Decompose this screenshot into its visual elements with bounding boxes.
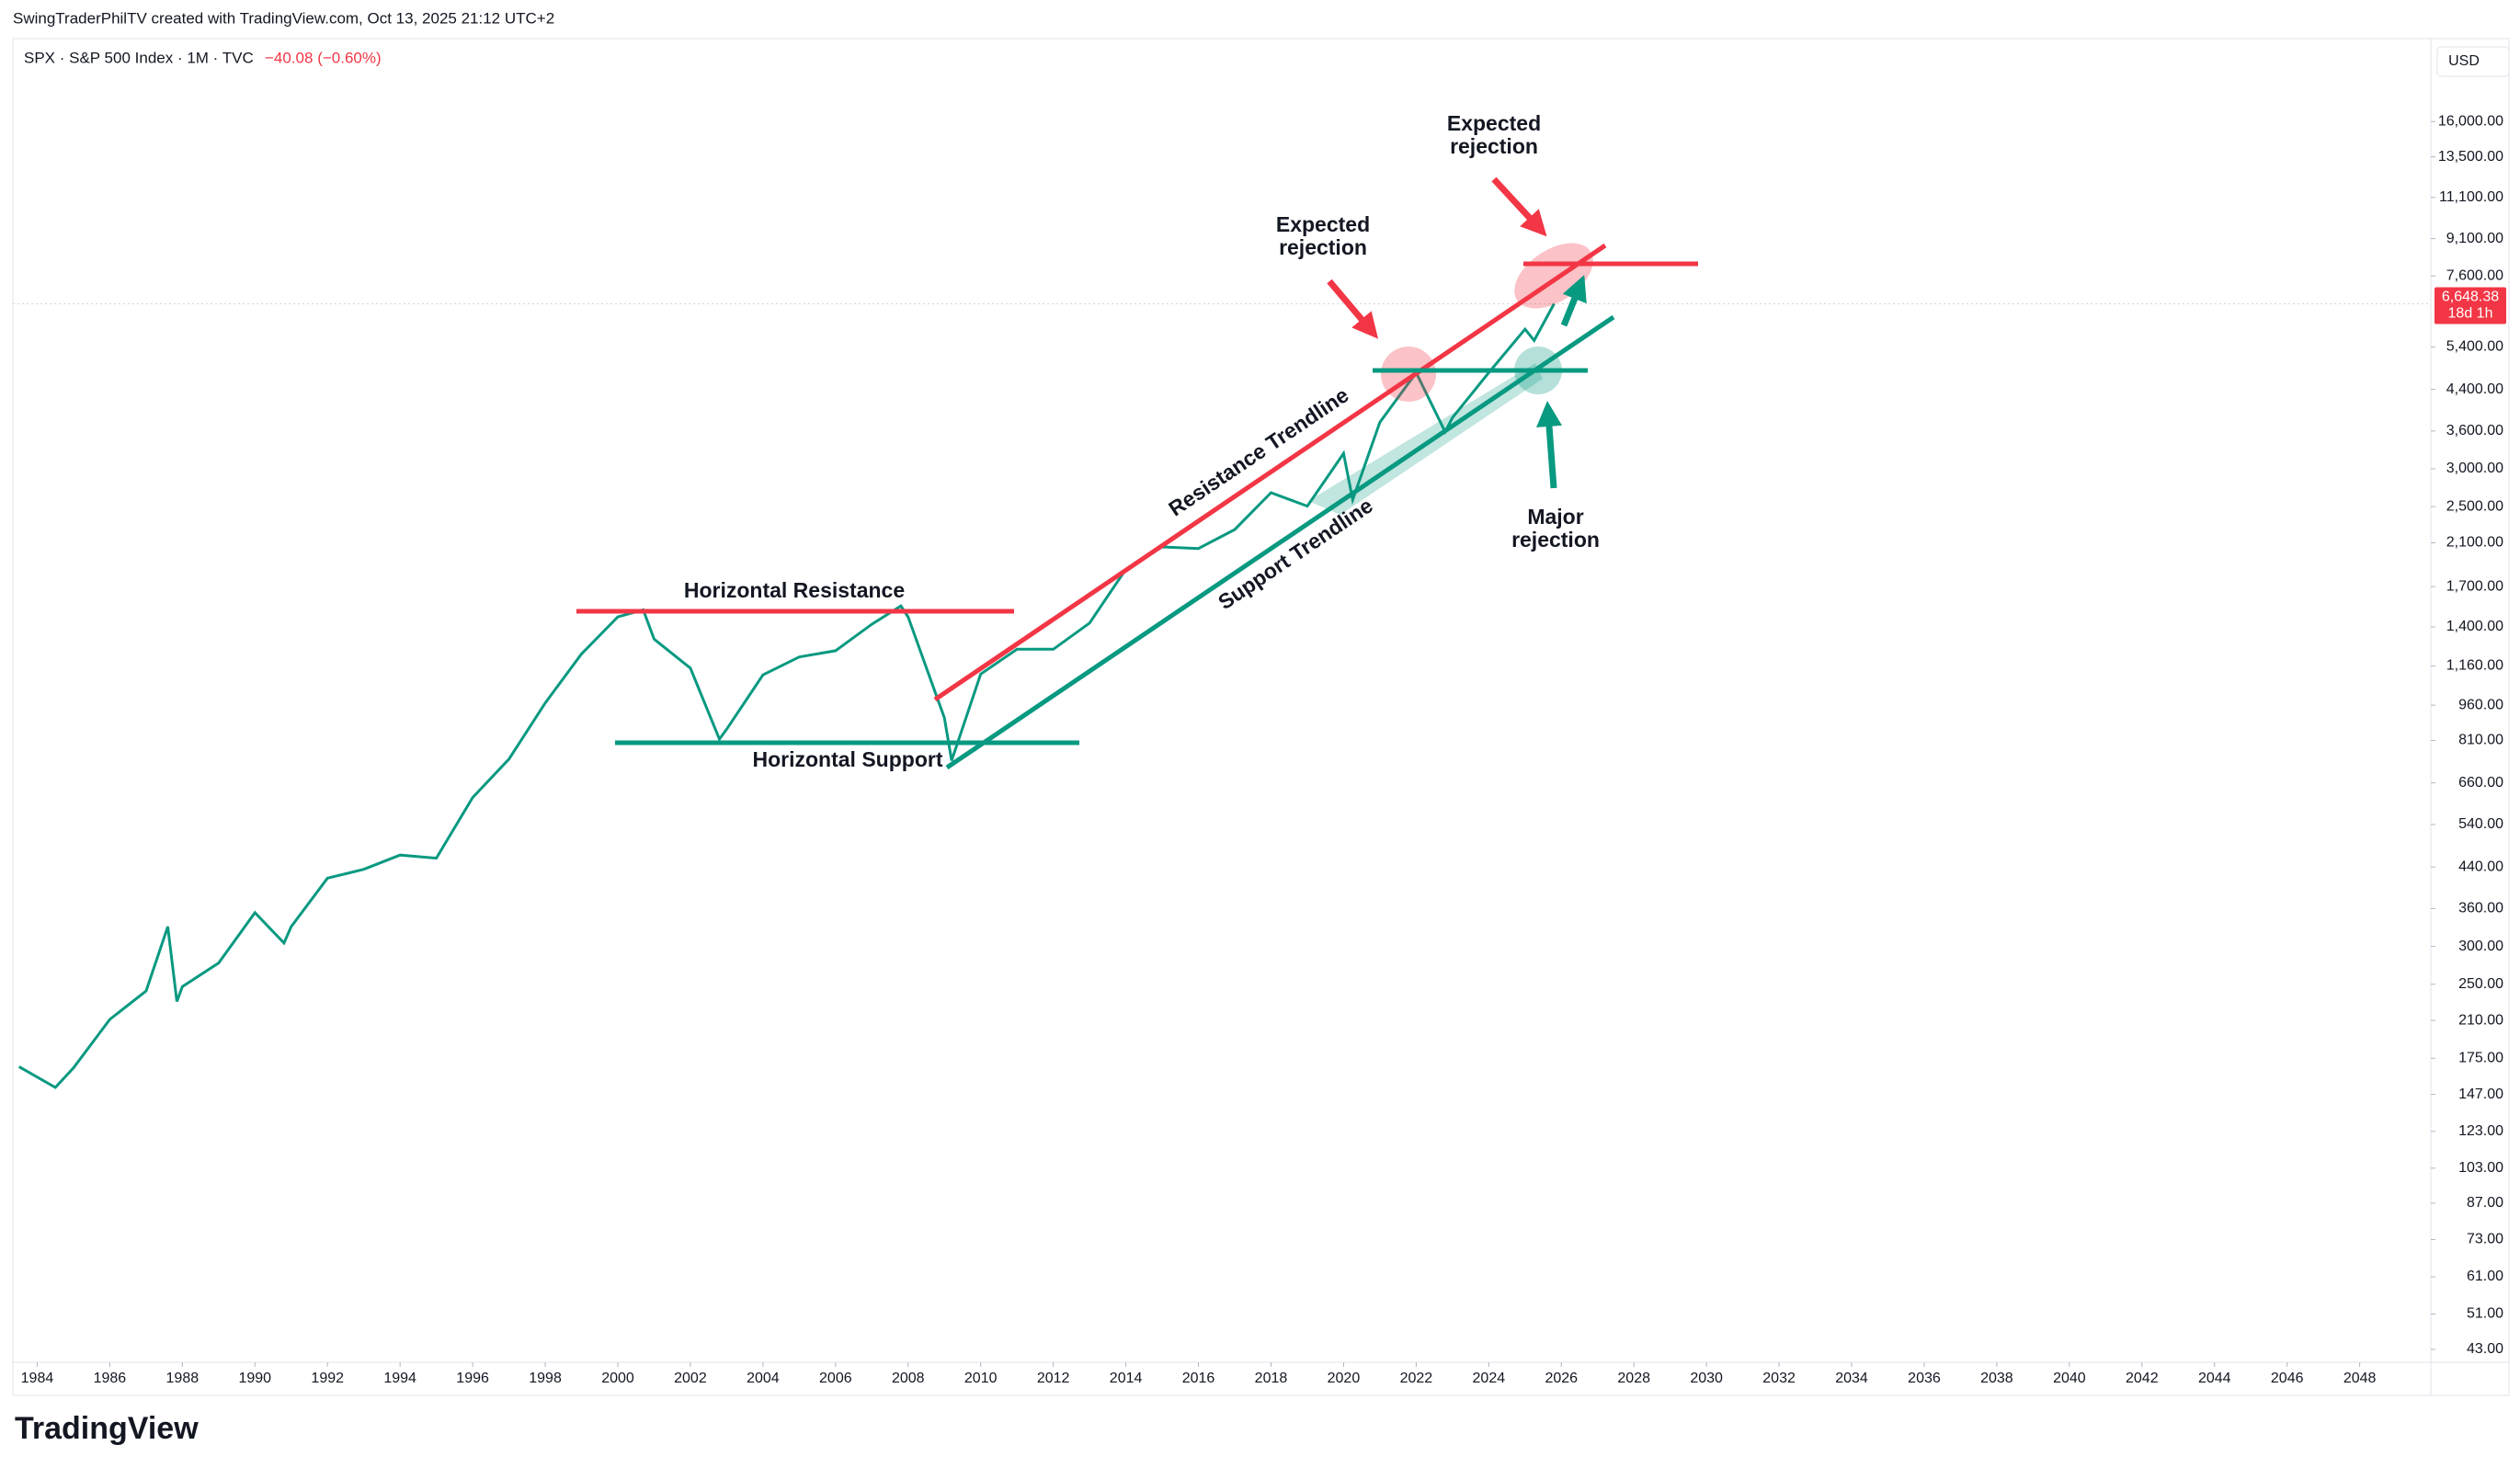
- x-tick-label: 2042: [2126, 1371, 2159, 1386]
- y-tick-label: 73.00: [2467, 1232, 2503, 1247]
- x-tick-label: 2026: [1545, 1371, 1578, 1386]
- chart-frame: [12, 38, 2510, 1396]
- y-tick-label: 11,100.00: [2439, 189, 2503, 205]
- y-tick-label: 7,600.00: [2446, 267, 2503, 283]
- y-tick-label: 103.00: [2458, 1160, 2503, 1176]
- arrow: [1536, 401, 1562, 489]
- x-tick-label: 2000: [601, 1371, 634, 1386]
- y-tick-label: 61.00: [2467, 1269, 2503, 1284]
- x-tick-label: 2002: [674, 1371, 707, 1386]
- x-tick-label: 2022: [1400, 1371, 1433, 1386]
- price-tag: [2434, 287, 2506, 324]
- y-tick-label: 660.00: [2458, 775, 2503, 791]
- arrow: [1560, 275, 1587, 327]
- price-line: [17, 302, 1556, 1089]
- annotation: Horizontal Support: [753, 747, 943, 771]
- y-tick-label: 2,500.00: [2446, 498, 2503, 514]
- countdown: 18d 1h: [2448, 306, 2493, 322]
- annotation: rejection: [1279, 235, 1367, 259]
- x-tick-label: 2014: [1110, 1371, 1143, 1386]
- x-tick-label: 1988: [166, 1371, 200, 1386]
- y-tick-label: 2,100.00: [2446, 535, 2503, 551]
- y-tick-label: 13,500.00: [2438, 149, 2503, 165]
- y-tick-label: 540.00: [2458, 816, 2503, 832]
- y-tick-label: 3,600.00: [2446, 423, 2503, 438]
- attribution: SwingTraderPhilTV created with TradingVi…: [13, 9, 554, 27]
- y-tick-label: 960.00: [2458, 697, 2503, 712]
- x-tick-label: 2034: [1835, 1371, 1868, 1386]
- y-tick-label: 210.00: [2458, 1012, 2503, 1028]
- y-tick-label: 3,000.00: [2446, 461, 2503, 476]
- x-tick-label: 1996: [456, 1371, 489, 1386]
- x-tick-label: 1994: [383, 1371, 416, 1386]
- y-tick-label: 147.00: [2458, 1087, 2503, 1102]
- y-tick-label: 43.00: [2467, 1341, 2503, 1357]
- x-tick-label: 2032: [1762, 1371, 1796, 1386]
- drawings: Expected rejection Expected rejection Ma…: [576, 111, 1698, 771]
- x-tick-label: 2020: [1328, 1371, 1361, 1386]
- currency-button[interactable]: [2436, 46, 2510, 77]
- x-tick-label: 2010: [964, 1371, 998, 1386]
- support-trendline: [945, 314, 1615, 770]
- annotation: Support Trendline: [1214, 494, 1377, 615]
- x-tick-label: 2038: [1980, 1371, 2013, 1386]
- x-tick-label: 1986: [94, 1371, 127, 1386]
- x-tick-label: 2048: [2343, 1371, 2377, 1386]
- logo: TradingView: [15, 1411, 199, 1446]
- x-tick-label: 2006: [819, 1371, 852, 1386]
- x-tick-label: 2016: [1182, 1371, 1215, 1386]
- annotation: rejection: [1511, 528, 1600, 552]
- x-tick-label: 1998: [529, 1371, 562, 1386]
- x-tick-label: 2008: [892, 1371, 925, 1386]
- arrow: [1327, 279, 1379, 339]
- y-tick-label: 810.00: [2458, 733, 2503, 748]
- y-tick-label: 360.00: [2458, 901, 2503, 916]
- annotation: Expected: [1447, 111, 1541, 135]
- y-tick-label: 9,100.00: [2446, 231, 2503, 246]
- x-tick-label: 1984: [21, 1371, 54, 1386]
- y-tick-label: 440.00: [2458, 859, 2503, 874]
- x-tick-label: 2024: [1473, 1371, 1506, 1386]
- x-tick-label: 1992: [311, 1371, 344, 1386]
- resistance-trendline: [933, 243, 1607, 702]
- y-tick-label: 16,000.00: [2438, 113, 2503, 129]
- y-tick-label: 51.00: [2467, 1306, 2503, 1322]
- x-tick-label: 2044: [2198, 1371, 2231, 1386]
- x-tick-label: 2046: [2271, 1371, 2304, 1386]
- y-tick-label: 4,400.00: [2446, 381, 2503, 397]
- price-tag-label: 6,648.38: [2442, 290, 2499, 305]
- y-tick-label: 87.00: [2467, 1195, 2503, 1211]
- y-tick-label: 1,700.00: [2446, 578, 2503, 594]
- y-tick-label: 123.00: [2458, 1123, 2503, 1139]
- x-tick-label: 2036: [1908, 1371, 1941, 1386]
- support-band: [1308, 363, 1543, 515]
- y-tick-label: 175.00: [2458, 1050, 2503, 1065]
- x-tick-label: 2040: [2053, 1371, 2086, 1386]
- annotation: Expected: [1276, 212, 1370, 236]
- x-tick-label: 2012: [1037, 1371, 1070, 1386]
- y-tick-label: 5,400.00: [2446, 339, 2503, 355]
- change: −40.08 (−0.60%): [265, 49, 382, 66]
- symbol: SPX · S&P 500 Index · 1M · TVC: [24, 49, 254, 66]
- annotation: rejection: [1450, 134, 1538, 158]
- arrow: [1491, 176, 1547, 237]
- annotation: Major: [1527, 505, 1583, 529]
- y-tick-label: 1,400.00: [2446, 619, 2503, 634]
- x-tick-label: 1990: [238, 1371, 271, 1386]
- currency[interactable]: USD: [2448, 53, 2480, 69]
- x-tick-label: 2004: [747, 1371, 780, 1386]
- x-tick-label: 2030: [1690, 1371, 1723, 1386]
- x-tick-label: 2018: [1255, 1371, 1288, 1386]
- x-tick-label: 2028: [1617, 1371, 1650, 1386]
- y-tick-label: 1,160.00: [2446, 658, 2503, 674]
- y-tick-label: 300.00: [2458, 939, 2503, 954]
- y-tick-label: 250.00: [2458, 976, 2503, 992]
- annotation: Horizontal Resistance: [684, 578, 905, 602]
- target-ellipse: [1514, 243, 1593, 309]
